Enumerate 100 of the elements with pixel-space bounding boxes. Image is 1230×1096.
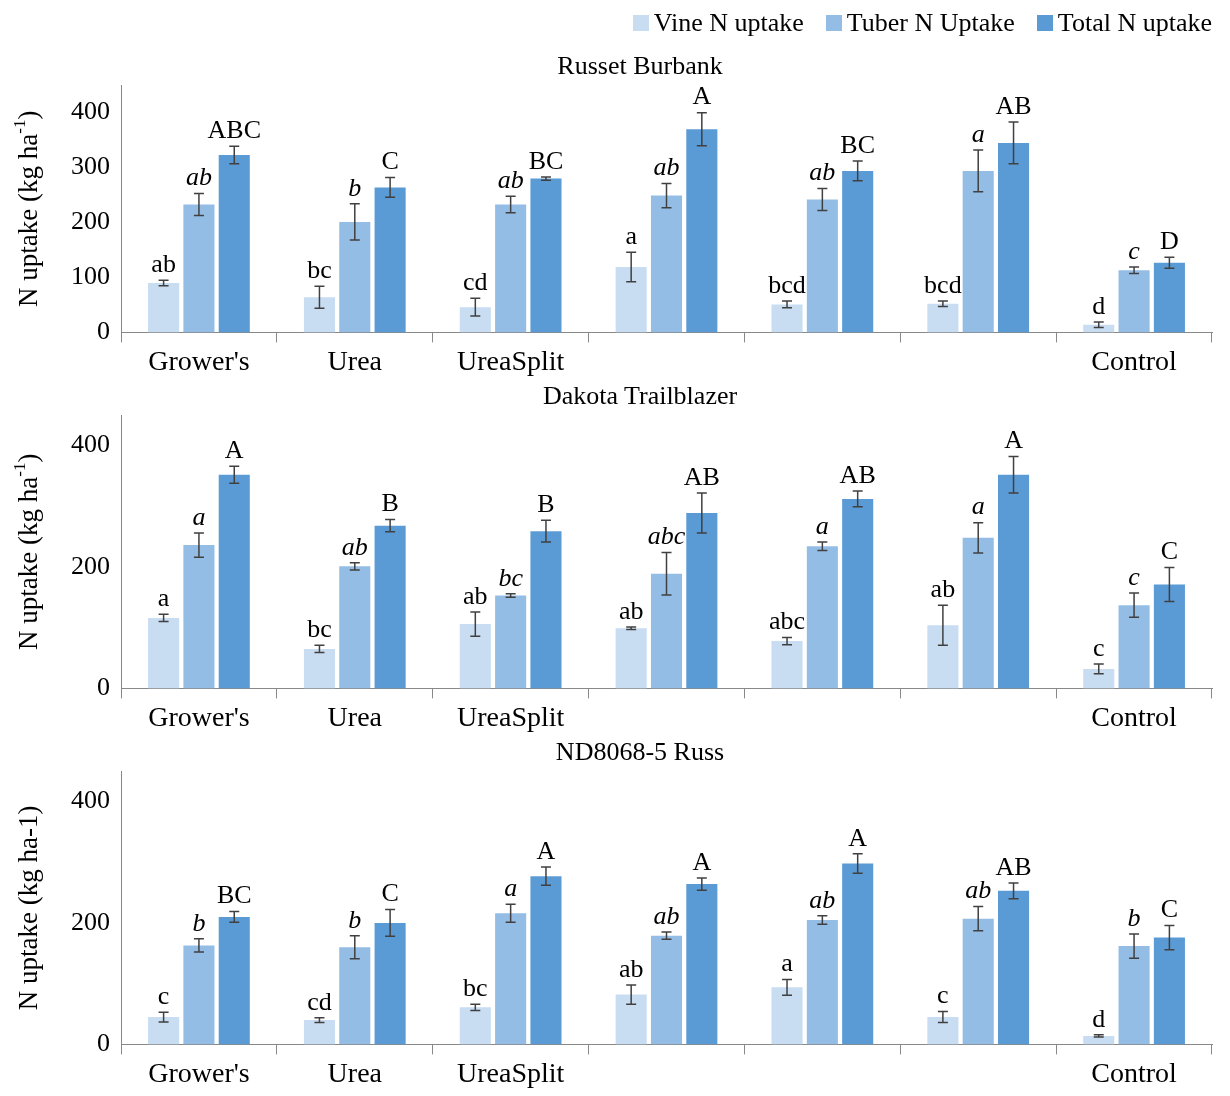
y-tick-label: 200 (71, 906, 110, 936)
legend-label: Tuber N Uptake (846, 8, 1015, 38)
data-label: C (1160, 894, 1179, 924)
data-label: BC (216, 880, 252, 910)
x-tick-label: Grower's (148, 700, 250, 732)
bar (303, 1020, 335, 1045)
data-label: A (536, 835, 556, 865)
y-tick-label: 300 (71, 151, 110, 181)
data-label: A (692, 81, 712, 111)
x-tick-label: UreaSplit (456, 344, 565, 376)
bar (962, 537, 994, 689)
bar (1153, 584, 1185, 689)
x-tick-label: Urea (327, 700, 383, 732)
chart-title: Dakota Trailblazer (542, 381, 738, 411)
data-label: ab (618, 953, 644, 983)
data-label: cd (463, 267, 488, 297)
bar (806, 546, 838, 689)
y-axis-title: N uptake (kg ha-1) (10, 110, 44, 307)
bar (1118, 946, 1150, 1045)
bar (495, 595, 527, 689)
data-label: cd (307, 986, 332, 1016)
bar (650, 573, 683, 689)
bar (218, 916, 250, 1045)
bar (1118, 270, 1150, 333)
data-label: d (1092, 1003, 1106, 1033)
data-label: bcd (924, 269, 962, 299)
bar (530, 531, 562, 689)
bar (183, 945, 215, 1045)
data-label: ab (185, 162, 212, 192)
y-tick-label: 100 (71, 261, 110, 291)
data-label: ab (151, 249, 176, 279)
y-tick-label: 200 (71, 206, 110, 236)
bar (615, 628, 647, 689)
y-tick-label: 0 (97, 316, 110, 346)
chart-title: Russet Burbank (557, 51, 723, 81)
x-tick-label: Grower's (148, 344, 250, 376)
data-label: bc (463, 973, 488, 1003)
bar (495, 913, 527, 1045)
data-label: a (157, 583, 170, 613)
data-label: c (1128, 235, 1141, 265)
y-axis-title: N uptake (kg ha-1) (10, 453, 44, 650)
data-label: c (157, 981, 170, 1011)
data-label: AB (995, 851, 1032, 881)
x-tick-label: Control (1091, 700, 1178, 732)
bar (339, 221, 371, 333)
y-tick-label: 400 (71, 785, 110, 815)
data-label: C (381, 146, 399, 176)
bar (374, 525, 406, 689)
bar (650, 195, 683, 333)
bar (927, 1017, 959, 1045)
data-label: B (537, 489, 555, 519)
bar (998, 890, 1030, 1045)
data-label: b (348, 904, 362, 934)
bar (148, 617, 180, 689)
data-label: ab (618, 595, 644, 625)
bar (218, 474, 250, 689)
x-tick-label: Grower's (148, 1056, 250, 1088)
bar (183, 545, 215, 689)
data-label: AB (995, 90, 1032, 120)
bar (806, 199, 838, 333)
data-label: C (1160, 536, 1179, 566)
data-label: c (1128, 561, 1141, 591)
bar (303, 297, 335, 333)
bar (650, 935, 683, 1045)
bar (927, 303, 959, 333)
data-label: ab (809, 884, 836, 914)
bar (1153, 262, 1185, 333)
data-label: ABC (207, 115, 261, 144)
bar (495, 204, 527, 333)
data-label: c (1092, 632, 1105, 662)
data-label: C (381, 878, 399, 908)
data-label: b (348, 172, 362, 202)
chart-title: ND8068-5 Russ (555, 737, 725, 767)
bar (686, 129, 718, 333)
data-label: c (937, 980, 949, 1010)
bar (1118, 605, 1150, 689)
data-label: ab (341, 531, 368, 561)
bar (1083, 668, 1115, 689)
bar (998, 142, 1030, 333)
data-label: a (971, 491, 985, 521)
bar (459, 1007, 491, 1045)
bar (998, 474, 1030, 689)
bar (842, 498, 874, 689)
data-label: b (192, 907, 206, 937)
bar (962, 918, 994, 1045)
legend-label: Total N uptake (1057, 8, 1212, 38)
x-tick-label: Urea (327, 1056, 383, 1088)
x-tick-label: UreaSplit (456, 700, 565, 732)
data-label: AB (839, 459, 876, 489)
data-label: bcd (768, 269, 806, 299)
data-label: BC (528, 145, 564, 175)
bar (530, 178, 562, 333)
data-label: bc (307, 255, 332, 285)
data-label: a (815, 510, 829, 540)
bar (842, 170, 874, 333)
bar (374, 922, 406, 1045)
y-tick-label: 400 (71, 96, 110, 126)
data-label: A (848, 822, 868, 852)
data-label: a (504, 872, 518, 902)
data-label: d (1092, 290, 1106, 320)
